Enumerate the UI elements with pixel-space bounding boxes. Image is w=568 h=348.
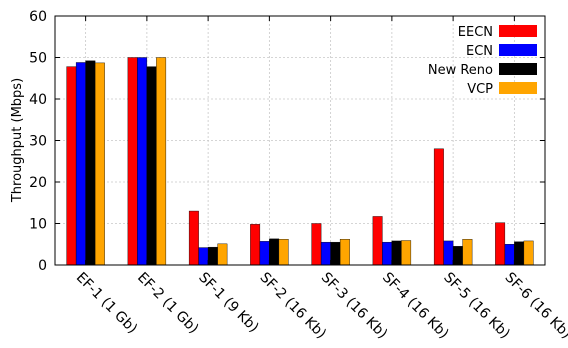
y-tick-label: 60 bbox=[29, 9, 47, 25]
bar-new-reno-7 bbox=[452, 246, 463, 266]
bar-new-reno-1 bbox=[85, 60, 96, 266]
legend-swatch bbox=[499, 25, 537, 37]
bar-eecn-4 bbox=[250, 224, 261, 266]
bar-vcp-7 bbox=[462, 239, 473, 266]
legend-swatch bbox=[499, 63, 537, 75]
y-tick-label: 10 bbox=[29, 217, 47, 233]
bar-new-reno-5 bbox=[330, 241, 341, 266]
y-tick-label: 50 bbox=[29, 51, 47, 67]
legend-label: EECN bbox=[458, 25, 493, 40]
x-tick-label: SF-1 (9 Kb) bbox=[195, 270, 261, 336]
legend-label: New Reno bbox=[428, 63, 493, 78]
bar-vcp-4 bbox=[278, 239, 289, 266]
bar-ecn-1 bbox=[75, 62, 86, 266]
x-tick-label: EF-1 (1 Gb) bbox=[73, 270, 140, 337]
axis-ticks bbox=[55, 15, 545, 266]
y-tick-label: 30 bbox=[29, 134, 47, 150]
bar-ecn-2 bbox=[137, 57, 148, 266]
y-tick-label: 20 bbox=[29, 175, 47, 191]
bar-new-reno-2 bbox=[146, 66, 157, 266]
legend-swatch bbox=[499, 44, 537, 56]
bar-new-reno-8 bbox=[514, 241, 525, 266]
bar-vcp-3 bbox=[217, 243, 228, 266]
legend-label: ECN bbox=[466, 44, 493, 59]
bar-ecn-7 bbox=[443, 240, 454, 266]
y-tick-labels: 0 10 20 30 40 50 60 bbox=[29, 9, 47, 274]
bar-vcp-2 bbox=[156, 57, 167, 266]
bar-eecn-5 bbox=[311, 223, 322, 266]
bar-ecn-8 bbox=[504, 244, 515, 266]
bar-ecn-4 bbox=[259, 241, 270, 266]
bar-vcp-5 bbox=[339, 239, 350, 266]
bar-new-reno-4 bbox=[269, 238, 280, 266]
bar-eecn-7 bbox=[433, 148, 444, 266]
bar-eecn-1 bbox=[66, 66, 77, 266]
y-tick-label: 0 bbox=[38, 258, 47, 274]
bar-ecn-3 bbox=[198, 247, 209, 266]
bar-vcp-8 bbox=[523, 240, 534, 266]
y-axis-title: Throughput (Mbps) bbox=[10, 78, 25, 203]
legend-swatch bbox=[499, 82, 537, 94]
bar-eecn-6 bbox=[372, 216, 383, 266]
legend-label: VCP bbox=[467, 82, 493, 97]
bars bbox=[66, 57, 534, 266]
bar-ecn-6 bbox=[382, 241, 393, 266]
bar-new-reno-6 bbox=[391, 240, 402, 266]
x-tick-labels: EF-1 (1 Gb)EF-2 (1 Gb)SF-1 (9 Kb)SF-2 (1… bbox=[73, 270, 568, 343]
bar-eecn-3 bbox=[188, 210, 199, 266]
bar-vcp-1 bbox=[94, 62, 105, 266]
bar-eecn-2 bbox=[127, 57, 138, 266]
legend: EECN ECN New Reno VCP bbox=[428, 25, 537, 97]
y-tick-label: 40 bbox=[29, 92, 47, 108]
x-tick-label: EF-2 (1 Gb) bbox=[134, 270, 201, 337]
bar-eecn-8 bbox=[495, 222, 506, 266]
bar-new-reno-3 bbox=[207, 246, 218, 266]
bar-ecn-5 bbox=[320, 241, 331, 266]
bar-vcp-6 bbox=[401, 240, 412, 266]
